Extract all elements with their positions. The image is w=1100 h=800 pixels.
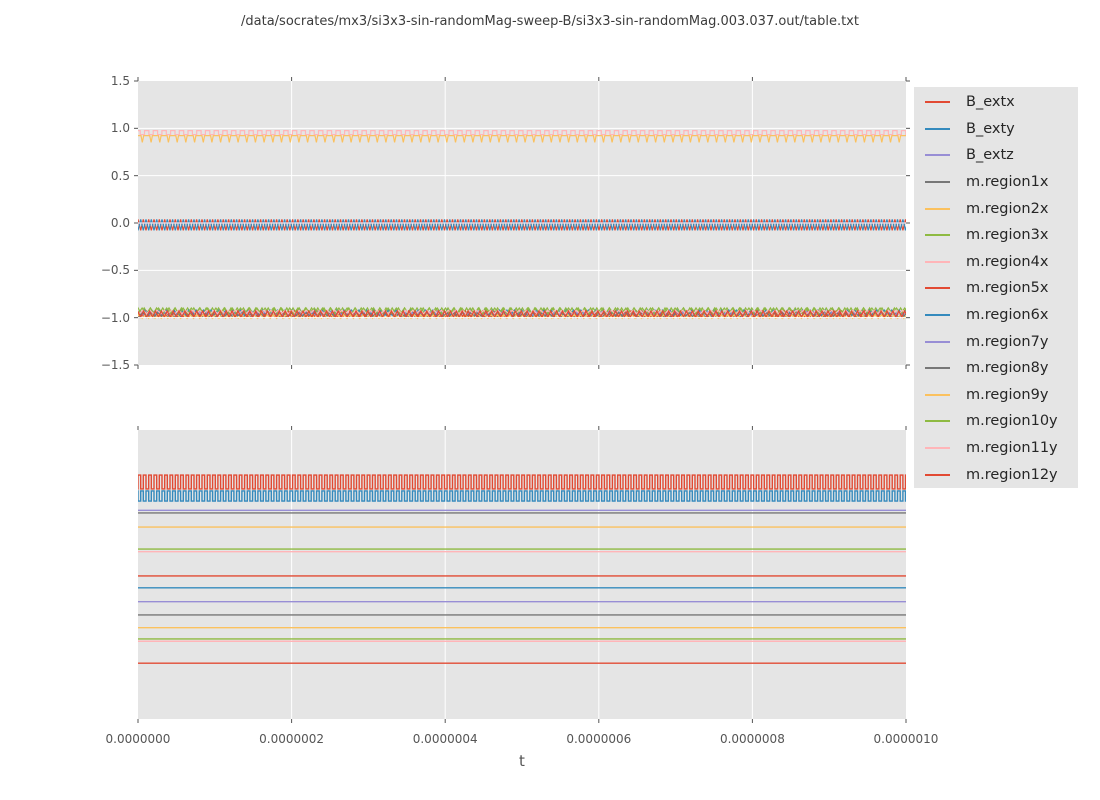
x-tick-label: 0.0000000 (105, 732, 171, 746)
series-B_extx (138, 219, 906, 231)
legend-label: m.region10y (966, 413, 1058, 430)
legend-label: m.region3x (966, 227, 1049, 244)
series-group-bottom (138, 474, 906, 664)
y-tick-label: −1.5 (100, 358, 130, 372)
series-B_extx (138, 474, 906, 490)
legend-item: B_extx (925, 89, 1078, 116)
legend-label: m.region2x (966, 200, 1049, 217)
legend-line-sample (925, 287, 950, 290)
x-tick-label: 0.0000002 (259, 732, 325, 746)
series-B_exty (138, 219, 906, 231)
x-tick-label: 0.0000010 (873, 732, 939, 746)
y-tick-label: −0.5 (100, 263, 130, 277)
legend-label: m.region9y (966, 386, 1049, 403)
legend-item: m.region6x (925, 302, 1078, 329)
legend-label: m.region11y (966, 440, 1058, 457)
legend-item: m.region12y (925, 461, 1078, 488)
legend-item: m.region9y (925, 382, 1078, 409)
legend-label: m.region12y (966, 466, 1058, 483)
legend-line-sample (925, 340, 950, 343)
legend-line-sample (925, 260, 950, 263)
x-axis-label: t (519, 752, 525, 770)
legend-label: m.region4x (966, 253, 1049, 270)
x-tick-label: 0.0000004 (412, 732, 478, 746)
legend-label: m.region5x (966, 280, 1049, 297)
legend-label: B_extx (966, 94, 1015, 111)
y-tick-label: 0.5 (110, 169, 130, 183)
legend-label: m.region8y (966, 360, 1049, 377)
legend-item: B_extz (925, 142, 1078, 169)
legend-item: m.region2x (925, 195, 1078, 222)
legend-line-sample (925, 420, 950, 423)
y-tick-label: 1.0 (110, 121, 130, 135)
series-m.region4x (138, 130, 906, 136)
legend-item: m.region7y (925, 328, 1078, 355)
legend-line-sample (925, 314, 950, 317)
legend-item: m.region10y (925, 408, 1078, 435)
legend: B_extx B_exty B_extz m.region1x m.region2x m.… (914, 87, 1078, 488)
legend-line-sample (925, 127, 950, 130)
legend-line-sample (925, 101, 950, 104)
legend-label: m.region6x (966, 307, 1049, 324)
legend-line-sample (925, 181, 950, 184)
legend-line-sample (925, 393, 950, 396)
legend-item: m.region8y (925, 355, 1078, 382)
legend-label: B_exty (966, 120, 1015, 137)
legend-line-sample (925, 447, 950, 450)
legend-item: m.region4x (925, 249, 1078, 276)
legend-line-sample (925, 367, 950, 370)
series-B_exty (138, 490, 906, 502)
series-m.region11y (138, 309, 906, 315)
x-tick-label: 0.0000008 (719, 732, 785, 746)
legend-item: m.region11y (925, 435, 1078, 462)
legend-line-sample (925, 473, 950, 476)
legend-line-sample (925, 207, 950, 210)
y-tick-label: −1.0 (100, 311, 130, 325)
y-tick-label: 0.0 (110, 216, 130, 230)
axes-background (138, 430, 906, 719)
legend-item: m.region3x (925, 222, 1078, 249)
x-tick-label: 0.0000006 (566, 732, 632, 746)
legend-label: m.region7y (966, 333, 1049, 350)
legend-label: B_extz (966, 147, 1014, 164)
legend-label: m.region1x (966, 174, 1049, 191)
legend-item: m.region5x (925, 275, 1078, 302)
legend-line-sample (925, 154, 950, 157)
series-m.region2x (138, 135, 906, 143)
legend-item: B_exty (925, 116, 1078, 143)
figure-title: /data/socrates/mx3/si3x3-sin-randomMag-s… (241, 14, 859, 29)
legend-item: m.region1x (925, 169, 1078, 196)
y-tick-label: 1.5 (110, 74, 130, 88)
legend-line-sample (925, 234, 950, 237)
series-m.region12y (138, 309, 906, 319)
